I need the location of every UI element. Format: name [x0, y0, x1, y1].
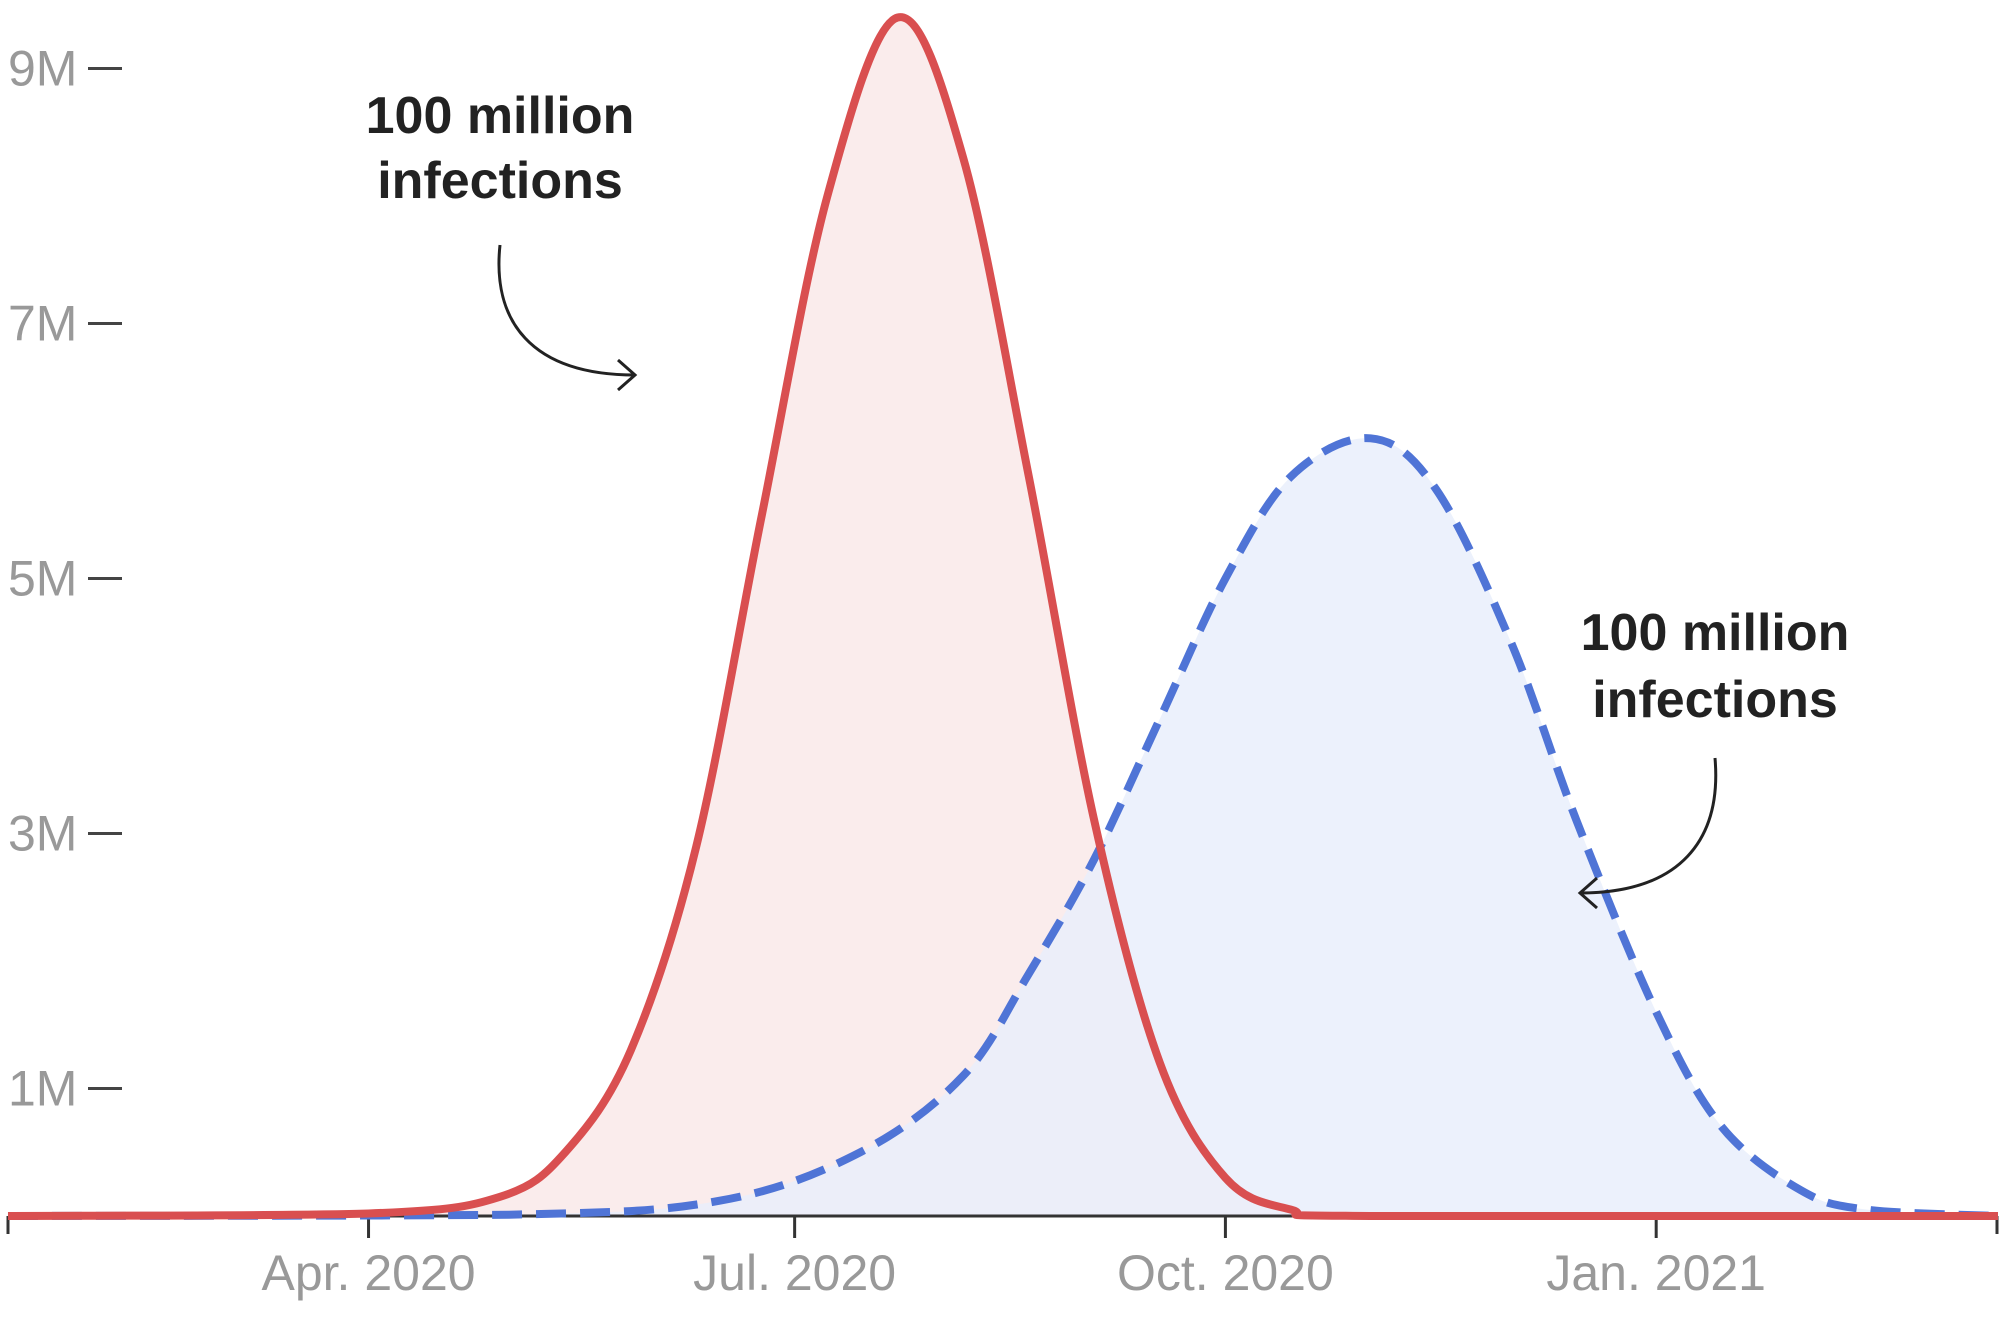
x-tick-label: Oct. 2020 — [1117, 1245, 1334, 1301]
y-tick-label: 3M — [8, 806, 77, 862]
annotation-red-line2: infections — [377, 152, 623, 210]
series-0-line — [7, 13, 1998, 1221]
annotation-blue-line1: 100 million — [1581, 604, 1850, 662]
annotation-blue-arrowhead — [1577, 876, 1598, 910]
series-1-line — [7, 434, 1999, 1220]
series-lines — [7, 13, 1999, 1221]
y-tick-label: 7M — [8, 296, 77, 352]
series-areas — [8, 17, 1998, 1217]
annotation-red-line1: 100 million — [366, 87, 635, 145]
annotation-red: 100 million infections — [366, 87, 638, 392]
x-ticks: Apr. 2020 Jul. 2020 Oct. 2020 Jan. 2021 — [6, 1216, 1999, 1301]
annotation-blue: 100 million infections — [1577, 604, 1850, 910]
annotation-blue-line2: infections — [1592, 671, 1838, 729]
x-tick-label: Apr. 2020 — [262, 1245, 476, 1301]
x-tick-label: Jul. 2020 — [693, 1245, 896, 1301]
series-0-area — [8, 17, 1998, 1217]
annotation-red-arrow — [497, 244, 636, 377]
y-tick-label: 1M — [8, 1061, 77, 1117]
annotation-red-arrowhead — [617, 358, 638, 392]
y-tick-label: 5M — [8, 551, 77, 607]
x-tick-label: Jan. 2021 — [1546, 1245, 1766, 1301]
annotation-blue-arrow — [1579, 757, 1718, 895]
y-tick-label: 9M — [8, 41, 77, 97]
series-1-area — [8, 438, 1998, 1216]
y-ticks: 1M 3M 5M 7M 9M — [8, 41, 122, 1117]
